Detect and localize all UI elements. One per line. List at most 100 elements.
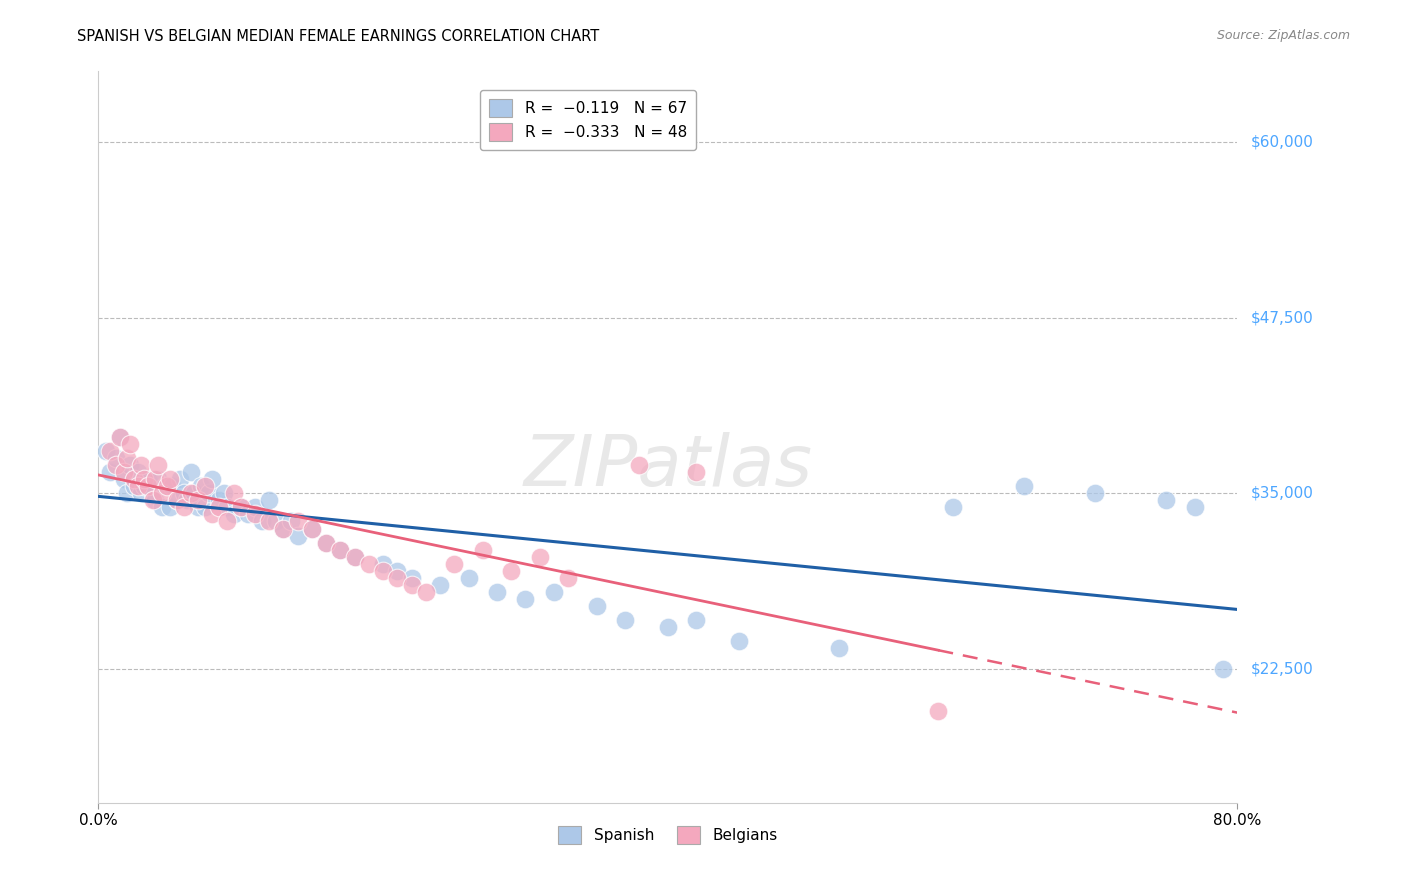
Point [156, 479, 179, 493]
Text: $35,000: $35,000 [1251, 486, 1315, 500]
Point [118, 437, 141, 451]
Point [557, 571, 579, 585]
Point [118, 458, 141, 473]
Point [543, 584, 565, 599]
Point [585, 599, 607, 613]
Point [166, 493, 188, 508]
Point [98, 444, 121, 458]
Point [141, 486, 163, 500]
Point [229, 500, 252, 515]
Point [471, 542, 494, 557]
Point [685, 613, 707, 627]
Point [301, 521, 323, 535]
Point [429, 578, 451, 592]
Point [515, 591, 537, 606]
Point [486, 584, 509, 599]
Point [198, 486, 221, 500]
Point [132, 472, 155, 486]
Point [208, 493, 231, 508]
Point [132, 479, 155, 493]
Point [115, 486, 138, 500]
Point [129, 458, 152, 473]
Point [273, 521, 295, 535]
Point [343, 549, 366, 564]
Point [159, 472, 181, 486]
Point [166, 493, 188, 508]
Point [159, 500, 181, 515]
Text: $60,000: $60,000 [1251, 134, 1315, 149]
Point [169, 472, 191, 486]
Point [443, 557, 465, 571]
Point [301, 521, 323, 535]
Point [266, 515, 288, 529]
Point [243, 508, 266, 522]
Point [243, 500, 266, 515]
Point [201, 508, 224, 522]
Point [222, 508, 245, 522]
Point [1084, 486, 1107, 500]
Point [141, 493, 163, 508]
Point [176, 493, 198, 508]
Text: ZIPatlas: ZIPatlas [523, 432, 813, 500]
Point [194, 500, 217, 515]
Point [280, 515, 302, 529]
Text: SPANISH VS BELGIAN MEDIAN FEMALE EARNINGS CORRELATION CHART: SPANISH VS BELGIAN MEDIAN FEMALE EARNING… [77, 29, 599, 44]
Point [387, 564, 409, 578]
Point [273, 521, 295, 535]
Point [108, 430, 131, 444]
Point [208, 500, 231, 515]
Point [152, 486, 174, 500]
Point [728, 634, 751, 648]
Point [183, 486, 205, 500]
Point [501, 564, 523, 578]
Point [259, 493, 281, 508]
Text: Source: ZipAtlas.com: Source: ZipAtlas.com [1216, 29, 1350, 42]
Point [828, 641, 851, 656]
Point [173, 500, 195, 515]
Point [287, 515, 309, 529]
Point [215, 500, 238, 515]
Point [187, 493, 209, 508]
Point [155, 479, 177, 493]
Point [628, 458, 651, 473]
Point [94, 444, 117, 458]
Point [614, 613, 637, 627]
Point [112, 472, 135, 486]
Point [122, 472, 145, 486]
Point [315, 535, 337, 549]
Point [927, 705, 949, 719]
Point [148, 472, 170, 486]
Point [329, 542, 352, 557]
Point [152, 500, 174, 515]
Point [401, 571, 423, 585]
Point [127, 465, 149, 479]
Point [236, 508, 259, 522]
Point [222, 486, 245, 500]
Point [685, 465, 707, 479]
Point [343, 549, 366, 564]
Point [373, 557, 395, 571]
Point [129, 486, 152, 500]
Point [112, 465, 135, 479]
Point [329, 542, 352, 557]
Point [457, 571, 479, 585]
Point [162, 479, 184, 493]
Point [190, 479, 212, 493]
Legend: Spanish, Belgians: Spanish, Belgians [553, 820, 783, 850]
Point [250, 515, 273, 529]
Point [357, 557, 380, 571]
Point [1154, 493, 1177, 508]
Point [145, 472, 167, 486]
Point [387, 571, 409, 585]
Point [148, 458, 170, 473]
Point [136, 472, 159, 486]
Point [180, 486, 202, 500]
Point [373, 564, 395, 578]
Point [657, 620, 679, 634]
Point [529, 549, 551, 564]
Point [415, 584, 437, 599]
Point [212, 486, 235, 500]
Point [194, 479, 217, 493]
Point [104, 458, 127, 473]
Point [401, 578, 423, 592]
